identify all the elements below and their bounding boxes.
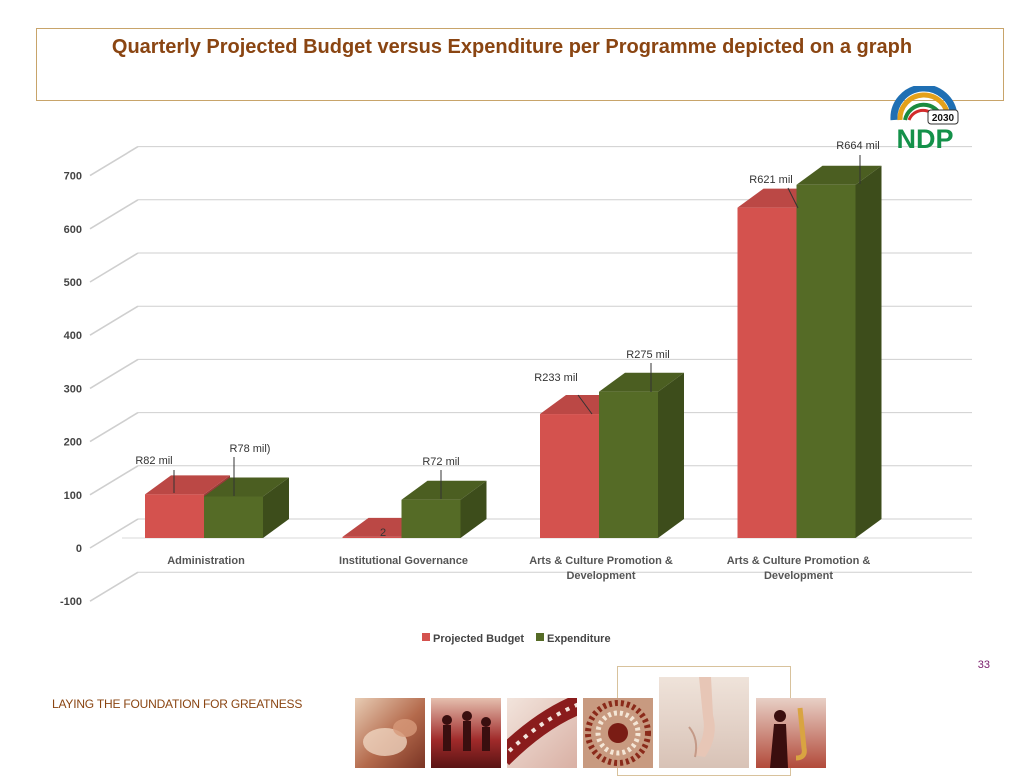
- data-label: R78 mil): [230, 443, 271, 455]
- data-label: R72 mil: [422, 456, 459, 468]
- film-reel-photo: [507, 698, 577, 768]
- title-frame: [36, 28, 1004, 101]
- data-label: R621 mil: [749, 174, 792, 186]
- bar-side: [263, 477, 289, 538]
- bar-side: [855, 165, 882, 538]
- y-tick-label: 100: [64, 490, 82, 502]
- bar-projected-budget: [342, 536, 402, 538]
- legend-label: Expenditure: [547, 633, 611, 645]
- legend-label: Projected Budget: [433, 633, 524, 645]
- x-category-label: Development: [764, 570, 833, 582]
- gridline-side: [89, 411, 139, 443]
- y-tick-label: 300: [64, 383, 82, 395]
- gridline-side: [89, 358, 139, 390]
- bar-side: [460, 480, 487, 538]
- legend-swatch: [536, 633, 544, 641]
- dancing-figures-photo: [431, 698, 501, 768]
- bar-expenditure: [204, 496, 263, 538]
- gridline-side: [89, 305, 139, 336]
- gridline-side: [89, 571, 139, 602]
- bar-projected-budget: [540, 414, 599, 538]
- data-label: R233 mil: [534, 372, 577, 384]
- x-category-label: Development: [566, 570, 635, 582]
- footer-tagline: LAYING THE FOUNDATION FOR GREATNESS: [52, 697, 303, 711]
- ndp-2030-logo: 2030 NDP: [890, 86, 959, 152]
- y-tick-label: 700: [64, 171, 82, 183]
- y-tick-label: 600: [64, 224, 82, 236]
- data-label-leader: [577, 394, 593, 415]
- bar-expenditure: [401, 499, 461, 538]
- gridline-side: [89, 252, 139, 283]
- y-tick-label: 400: [64, 330, 82, 342]
- bar-projected-budget: [145, 494, 204, 538]
- data-label: 2: [380, 527, 386, 539]
- bar-top: [401, 480, 487, 500]
- gridline-side: [89, 518, 139, 549]
- data-label: R82 mil: [135, 455, 172, 467]
- y-tick-label: 200: [64, 437, 82, 449]
- ballet-shoes-photo: [659, 677, 749, 768]
- bar-top: [204, 477, 289, 497]
- bar-expenditure: [796, 184, 856, 538]
- legend-swatch: [422, 633, 430, 641]
- bar-top: [145, 475, 230, 495]
- y-tick-label: 0: [76, 543, 82, 555]
- gridline-side: [89, 199, 139, 230]
- saxophone-player-photo: [756, 698, 826, 768]
- data-label: R664 mil: [836, 140, 879, 152]
- y-tick-label: -100: [60, 596, 82, 608]
- x-category-label: Arts & Culture Promotion &: [529, 555, 673, 567]
- bar-top: [599, 372, 684, 392]
- slide-title: Quarterly Projected Budget versus Expend…: [111, 36, 913, 58]
- x-category-label: Administration: [167, 555, 245, 567]
- bar-side: [658, 372, 684, 538]
- logo-year-text: 2030: [932, 113, 955, 124]
- data-label: R275 mil: [626, 349, 669, 361]
- logo-letters: NDP: [896, 124, 953, 152]
- page-number: 33: [977, 659, 990, 671]
- x-category-label: Institutional Governance: [339, 555, 468, 567]
- gridline-side: [89, 465, 139, 496]
- beadwork-pattern-photo: [583, 698, 653, 768]
- data-label-leader: [787, 187, 799, 209]
- gridline-side: [89, 145, 139, 177]
- y-tick-label: 500: [64, 277, 82, 289]
- bar-projected-budget: [737, 207, 797, 539]
- sign-language-hands-photo: [355, 698, 425, 768]
- x-category-label: Arts & Culture Promotion &: [727, 555, 871, 567]
- bar-expenditure: [599, 391, 658, 538]
